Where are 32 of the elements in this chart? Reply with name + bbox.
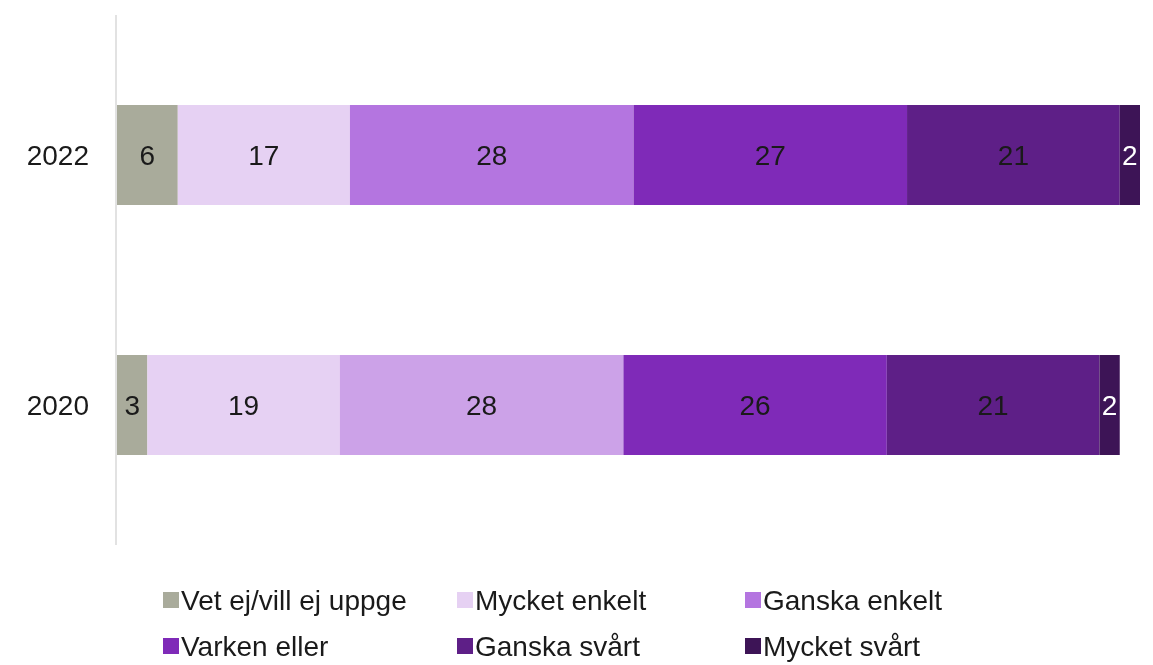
data-label: 2: [1101, 389, 1118, 421]
bar: [1099, 355, 1120, 455]
bar: [117, 355, 148, 455]
legend-label: Mycket enkelt: [475, 584, 647, 616]
legend-label: Mycket svårt: [763, 630, 921, 662]
data-label: 21: [997, 139, 1029, 171]
data-label: 19: [228, 389, 260, 421]
legend-label: Vet ej/vill ej uppge: [181, 584, 407, 616]
y-tick-label: 2020: [26, 389, 89, 421]
y-tick-label: 2022: [26, 139, 89, 171]
bar: [339, 355, 624, 455]
data-label: 3: [124, 389, 140, 421]
data-label: 28: [466, 389, 498, 421]
data-label: 6: [139, 139, 156, 171]
data-label: 17: [248, 139, 280, 171]
bar: [147, 355, 340, 455]
legend-label: Ganska enkelt: [763, 584, 943, 616]
bar: [633, 105, 908, 205]
data-label: 28: [476, 139, 508, 171]
legend-label: Ganska svårt: [475, 630, 641, 662]
bar: [117, 105, 178, 205]
bar: [177, 105, 350, 205]
bar: [623, 355, 887, 455]
data-label: 27: [754, 139, 786, 171]
bar: [907, 105, 1120, 205]
bar: [349, 105, 634, 205]
data-label: 21: [977, 389, 1009, 421]
data-label: 2: [1122, 139, 1138, 171]
data-label: 26: [739, 389, 771, 421]
bar: [1119, 105, 1140, 205]
bar: [886, 355, 1100, 455]
legend-label: Varken eller: [181, 630, 329, 662]
